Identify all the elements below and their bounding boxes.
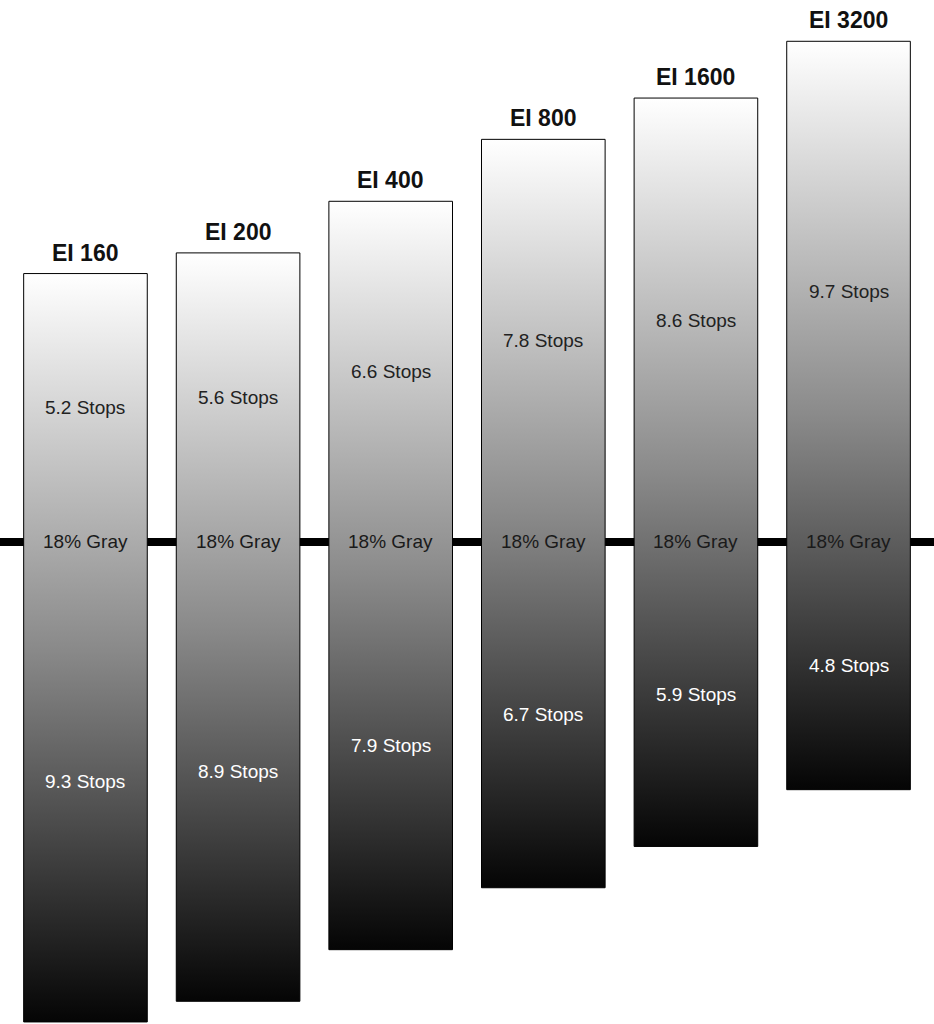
- svg-text:EI 200: EI 200: [205, 219, 272, 245]
- svg-text:7.8 Stops: 7.8 Stops: [503, 330, 583, 351]
- svg-text:5.6 Stops: 5.6 Stops: [198, 387, 278, 408]
- svg-text:5.2 Stops: 5.2 Stops: [45, 397, 125, 418]
- svg-text:18% Gray: 18% Gray: [43, 531, 128, 552]
- svg-text:EI 1600: EI 1600: [656, 64, 735, 90]
- svg-text:7.9 Stops: 7.9 Stops: [351, 735, 431, 756]
- svg-text:6.7 Stops: 6.7 Stops: [503, 704, 583, 725]
- svg-text:18% Gray: 18% Gray: [196, 531, 281, 552]
- svg-text:EI 160: EI 160: [52, 240, 119, 266]
- svg-text:18% Gray: 18% Gray: [653, 531, 738, 552]
- svg-text:EI 800: EI 800: [510, 105, 577, 131]
- svg-text:18% Gray: 18% Gray: [806, 531, 891, 552]
- svg-text:EI 3200: EI 3200: [809, 7, 888, 33]
- svg-text:5.9 Stops: 5.9 Stops: [656, 684, 736, 705]
- svg-text:6.6 Stops: 6.6 Stops: [351, 361, 431, 382]
- svg-text:18% Gray: 18% Gray: [501, 531, 586, 552]
- svg-text:8.6 Stops: 8.6 Stops: [656, 310, 736, 331]
- svg-text:4.8 Stops: 4.8 Stops: [809, 655, 889, 676]
- svg-text:8.9 Stops: 8.9 Stops: [198, 761, 278, 782]
- svg-text:18% Gray: 18% Gray: [348, 531, 433, 552]
- svg-text:9.3 Stops: 9.3 Stops: [45, 771, 125, 792]
- svg-text:EI 400: EI 400: [357, 167, 424, 193]
- svg-text:9.7 Stops: 9.7 Stops: [809, 281, 889, 302]
